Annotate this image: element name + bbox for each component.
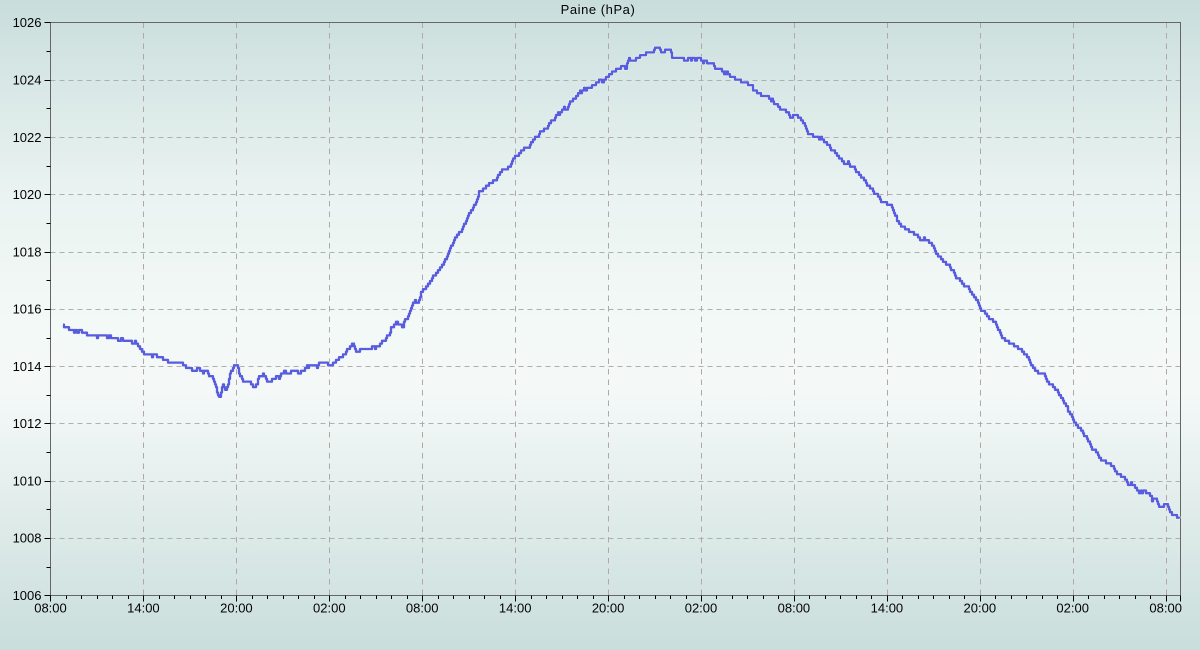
svg-text:1014: 1014: [13, 359, 42, 374]
svg-text:1022: 1022: [13, 130, 42, 145]
svg-text:1024: 1024: [13, 73, 42, 88]
svg-text:1018: 1018: [13, 244, 42, 259]
svg-text:08:00: 08:00: [778, 600, 811, 615]
svg-text:02:00: 02:00: [313, 600, 346, 615]
svg-text:14:00: 14:00: [499, 600, 532, 615]
svg-text:20:00: 20:00: [964, 600, 997, 615]
svg-text:14:00: 14:00: [871, 600, 904, 615]
svg-text:1006: 1006: [13, 588, 42, 603]
svg-text:1026: 1026: [13, 15, 42, 30]
svg-text:08:00: 08:00: [34, 600, 67, 615]
svg-text:1010: 1010: [13, 473, 42, 488]
svg-text:02:00: 02:00: [685, 600, 718, 615]
svg-text:02:00: 02:00: [1056, 600, 1089, 615]
svg-text:20:00: 20:00: [592, 600, 625, 615]
svg-text:Paine (hPa): Paine (hPa): [561, 2, 636, 17]
svg-text:1020: 1020: [13, 187, 42, 202]
svg-text:1012: 1012: [13, 416, 42, 431]
svg-text:1008: 1008: [13, 531, 42, 546]
svg-text:14:00: 14:00: [127, 600, 160, 615]
svg-text:1016: 1016: [13, 302, 42, 317]
svg-text:20:00: 20:00: [220, 600, 253, 615]
svg-text:08:00: 08:00: [406, 600, 439, 615]
svg-text:08:00: 08:00: [1149, 600, 1182, 615]
